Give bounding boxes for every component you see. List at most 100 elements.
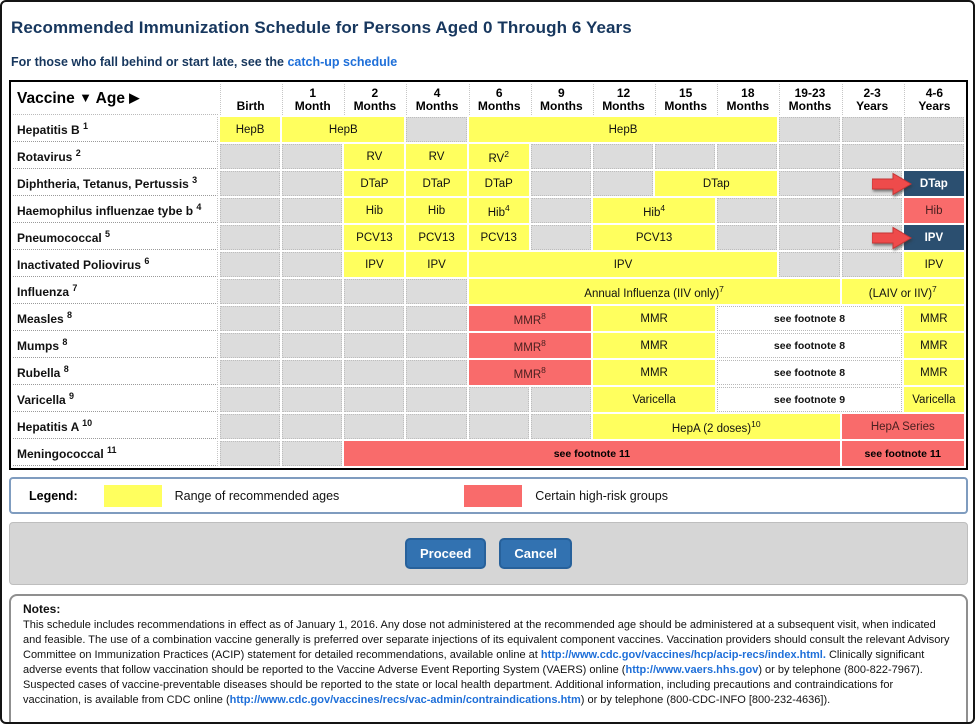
- empty-cell: [282, 171, 343, 196]
- vaccine-row: Rotavirus 2 RV RV RV2: [13, 144, 964, 169]
- empty-cell: [406, 117, 467, 142]
- notes-paragraph: This schedule includes recommendations i…: [23, 618, 954, 708]
- age-column-header: 4 Months: [406, 84, 466, 115]
- empty-cell: [220, 252, 281, 277]
- empty-cell: [717, 225, 778, 250]
- vaccine-row-label: Hepatitis B 1: [13, 117, 218, 142]
- dose-cell: MMR8: [468, 306, 591, 331]
- empty-cell: [282, 198, 343, 223]
- empty-cell: [841, 252, 902, 277]
- empty-cell: [530, 225, 591, 250]
- notes-link[interactable]: http://www.vaers.hhs.gov: [625, 664, 759, 676]
- age-column-header: 1 Month: [282, 84, 342, 115]
- vaccine-row: Haemophilus influenzae tybe b 4 Hib Hib Hib…: [13, 198, 964, 223]
- dose-cell: DTaP: [468, 171, 529, 196]
- empty-cell: [220, 279, 281, 304]
- empty-cell: [406, 306, 467, 331]
- empty-cell: [282, 225, 343, 250]
- dose-cell: Hib: [903, 198, 964, 223]
- legend-red-swatch: [464, 484, 523, 507]
- empty-cell: [220, 171, 281, 196]
- age-column-header: 4-6 Years: [903, 84, 964, 115]
- age-column-header: 15 Months: [655, 84, 715, 115]
- vaccine-row-label: Varicella 9: [13, 387, 218, 412]
- dose-cell: PCV13: [592, 225, 716, 250]
- highlighted-dose-cell[interactable]: IPV: [903, 225, 964, 250]
- empty-cell: [841, 171, 912, 196]
- age-column-header: 18 Months: [717, 84, 777, 115]
- vaccine-row: Hepatitis A 10 HepA (2 doses)10 HepA Serie…: [13, 414, 964, 439]
- dose-cell: Hib4: [592, 198, 716, 223]
- footnote-cell: see footnote 8: [717, 360, 902, 385]
- empty-cell: [903, 144, 964, 169]
- vaccine-row-label: Inactivated Poliovirus 6: [13, 252, 218, 277]
- dose-cell: PCV13: [344, 225, 405, 250]
- dose-cell: PCV13: [468, 225, 529, 250]
- legend-label: Legend:: [29, 488, 78, 503]
- empty-cell: [406, 333, 467, 358]
- footnote-cell: see footnote 11: [344, 441, 840, 466]
- vaccine-row: Meningococcal 11 see footnote 11 see footn…: [13, 441, 964, 466]
- notes-text: ) or by telephone (800-822-7967). Suspec…: [23, 664, 923, 706]
- dose-cell: MMR: [592, 360, 716, 385]
- immunization-schedule-table: Vaccine ▼ Age ▶ Birth 1 Month 2 Months 4 Month…: [9, 80, 968, 470]
- notes-body: This schedule includes recommendations i…: [23, 618, 954, 722]
- notes-link[interactable]: http://www.cdc.gov/vaccines/hcp/acip-rec…: [540, 649, 826, 661]
- empty-cell: [282, 279, 343, 304]
- legend-bar: Legend: Range of recommended ages Certai…: [9, 477, 968, 514]
- empty-cell: [779, 117, 840, 142]
- empty-cell: [530, 171, 591, 196]
- dose-cell: PCV13: [406, 225, 467, 250]
- dose-cell: Hib: [406, 198, 467, 223]
- notes-text: This schedule includes recommendations i…: [23, 619, 950, 661]
- subtitle-text: For those who fall behind or start late,…: [11, 55, 284, 69]
- empty-cell: [841, 225, 912, 250]
- vaccine-row: Rubella 8 MMR8 MMR see footnote 8 MMR: [13, 360, 964, 385]
- vaccine-row-label: Rubella 8: [13, 360, 218, 385]
- empty-cell: [841, 198, 902, 223]
- empty-cell: [406, 279, 467, 304]
- notes-link[interactable]: http://www.cdc.gov/vaccines/recs/vac-adm…: [229, 694, 581, 706]
- empty-cell: [220, 441, 281, 466]
- empty-cell: [655, 144, 716, 169]
- dose-cell: Varicella: [592, 387, 716, 412]
- catch-up-schedule-link[interactable]: catch-up schedule: [287, 55, 398, 69]
- notes-section: Notes: This schedule includes recommenda…: [9, 594, 968, 722]
- empty-cell: [530, 387, 591, 412]
- vaccine-row-label: Meningococcal 11: [13, 441, 218, 466]
- empty-cell: [344, 279, 405, 304]
- empty-cell: [468, 414, 529, 439]
- vaccine-row: Measles 8 MMR8 MMR see footnote 8 MMR: [13, 306, 964, 331]
- table-header-row: Vaccine ▼ Age ▶ Birth 1 Month 2 Months 4 Month…: [13, 84, 964, 115]
- dose-cell: MMR8: [468, 360, 591, 385]
- legend-yellow-swatch: [103, 484, 162, 507]
- highlighted-dose-cell[interactable]: DTap: [903, 171, 964, 196]
- age-right-triangle-icon: ▶: [129, 90, 140, 105]
- empty-cell: [220, 306, 281, 331]
- vaccine-row-label: Rotavirus 2: [13, 144, 218, 169]
- legend-yellow-text: Range of recommended ages: [174, 488, 340, 503]
- dose-cell: HepA (2 doses)10: [592, 414, 840, 439]
- dose-cell: RV2: [468, 144, 529, 169]
- dose-cell: HepB: [468, 117, 778, 142]
- dose-cell: MMR: [592, 333, 716, 358]
- empty-cell: [779, 144, 840, 169]
- dose-cell: DTap: [655, 171, 778, 196]
- dose-cell: IPV: [344, 252, 405, 277]
- cancel-button[interactable]: Cancel: [499, 538, 572, 569]
- vaccine-row-label: Mumps 8: [13, 333, 218, 358]
- empty-cell: [344, 333, 405, 358]
- age-column-header: 9 Months: [530, 84, 591, 115]
- empty-cell: [220, 333, 281, 358]
- empty-cell: [841, 117, 902, 142]
- dose-cell: MMR: [592, 306, 716, 331]
- empty-cell: [220, 387, 281, 412]
- empty-cell: [779, 198, 840, 223]
- vaccine-row-label: Diphtheria, Tetanus, Pertussis 3: [13, 171, 218, 196]
- dose-cell: DTaP: [406, 171, 467, 196]
- empty-cell: [282, 306, 343, 331]
- vaccine-row: Influenza 7 Annual Influenza (IIV only)7(…: [13, 279, 964, 304]
- proceed-button[interactable]: Proceed: [405, 538, 487, 569]
- dose-cell: IPV: [406, 252, 467, 277]
